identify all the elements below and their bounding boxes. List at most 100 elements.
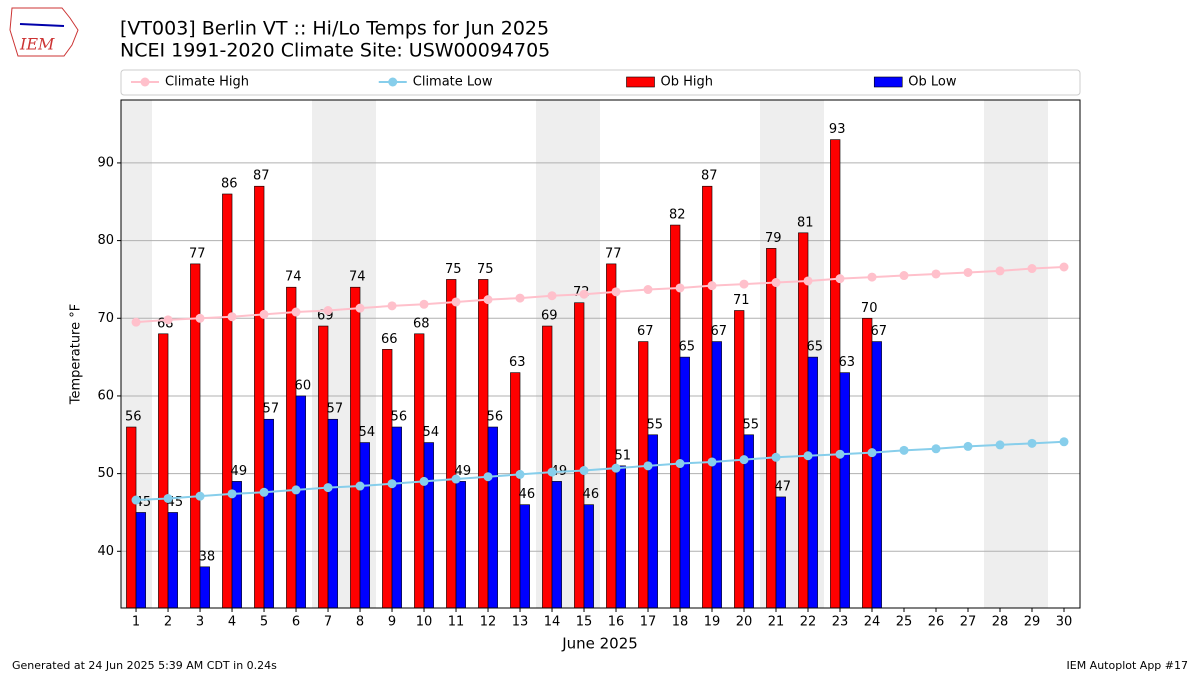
bar: [615, 465, 626, 609]
legend-label: Climate High: [165, 75, 249, 90]
bar: [766, 248, 777, 609]
line-marker: [835, 274, 845, 284]
line-marker: [1027, 264, 1037, 274]
data-label: 66: [381, 332, 398, 347]
data-label: 69: [541, 309, 558, 324]
data-label: 49: [231, 464, 248, 479]
line-marker: [195, 491, 205, 501]
x-tick-label: 2: [164, 615, 172, 630]
line-marker: [227, 312, 237, 322]
x-tick-label: 21: [768, 615, 785, 630]
logo: IEM: [9, 7, 79, 57]
line-marker: [131, 317, 141, 327]
data-label: 67: [871, 324, 888, 339]
x-tick-label: 1: [132, 615, 140, 630]
x-tick-label: 25: [896, 615, 913, 630]
data-label: 57: [327, 402, 344, 417]
line-marker: [675, 283, 685, 293]
line-marker: [995, 440, 1005, 450]
x-tick-label: 28: [992, 615, 1009, 630]
bar: [286, 286, 297, 609]
x-tick-label: 8: [356, 615, 364, 630]
line-marker: [899, 271, 909, 281]
bar: [670, 224, 681, 609]
data-label: 54: [423, 425, 440, 440]
logo-text: IEM: [19, 35, 55, 54]
line-marker: [803, 451, 813, 461]
bar: [830, 139, 841, 609]
line-marker: [323, 306, 333, 316]
line-marker: [163, 315, 173, 325]
bar: [327, 418, 338, 609]
x-tick-label: 18: [672, 615, 689, 630]
data-label: 47: [775, 479, 792, 494]
bar: [231, 481, 242, 609]
bar: [647, 434, 658, 609]
bar: [679, 356, 690, 609]
data-label: 74: [285, 270, 302, 285]
line-marker: [323, 483, 333, 493]
x-tick-label: 15: [576, 615, 593, 630]
line-marker: [547, 467, 557, 477]
legend-marker: [388, 77, 398, 87]
data-label: 75: [477, 262, 494, 277]
data-label: 55: [743, 417, 760, 432]
bar: [126, 426, 137, 609]
x-tick-label: 17: [640, 615, 657, 630]
data-label: 54: [359, 425, 376, 440]
data-label: 51: [615, 448, 632, 463]
bar: [382, 349, 393, 609]
x-tick-label: 20: [736, 615, 753, 630]
data-label: 46: [583, 487, 600, 502]
data-label: 55: [647, 417, 664, 432]
bar: [414, 333, 425, 609]
line-marker: [291, 307, 301, 317]
data-label: 70: [861, 301, 878, 316]
line-marker: [867, 448, 877, 458]
x-tick-label: 5: [260, 615, 268, 630]
line-marker: [355, 481, 365, 491]
data-label: 77: [605, 246, 622, 261]
line-marker: [963, 441, 973, 451]
bar: [862, 317, 873, 609]
line: [135, 440, 1065, 502]
x-tick-label: 9: [388, 615, 396, 630]
line: [135, 266, 1065, 324]
logo-line: [19, 23, 65, 27]
line-marker: [451, 297, 461, 307]
data-label: 77: [189, 246, 206, 261]
line-marker: [707, 281, 717, 291]
data-label: 87: [701, 169, 718, 184]
line-marker: [227, 489, 237, 499]
line-marker: [547, 291, 557, 301]
line-marker: [771, 452, 781, 462]
bar: [839, 372, 850, 609]
line-marker: [803, 276, 813, 286]
x-tick-label: 13: [512, 615, 529, 630]
line-marker: [355, 303, 365, 313]
line-marker: [483, 472, 493, 482]
x-tick-label: 10: [416, 615, 433, 630]
data-label: 67: [637, 324, 654, 339]
x-tick-label: 27: [960, 615, 977, 630]
bar: [871, 341, 882, 609]
x-tick-label: 23: [832, 615, 849, 630]
data-label: 56: [487, 410, 504, 425]
line-marker: [835, 449, 845, 459]
data-label: 46: [519, 487, 536, 502]
line-marker: [387, 479, 397, 489]
x-tick-label: 16: [608, 615, 625, 630]
x-tick-label: 30: [1056, 615, 1073, 630]
line-marker: [259, 309, 269, 319]
x-tick-label: 3: [196, 615, 204, 630]
data-label: 57: [263, 402, 280, 417]
x-tick-label: 6: [292, 615, 300, 630]
line-marker: [451, 474, 461, 484]
y-tick-label: 60: [97, 388, 114, 403]
shade: [984, 100, 1048, 608]
x-tick-label: 24: [864, 615, 881, 630]
bar: [222, 193, 233, 609]
line-marker: [387, 301, 397, 311]
